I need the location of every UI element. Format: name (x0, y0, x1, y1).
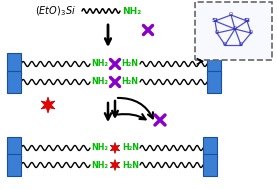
Text: Si: Si (212, 19, 218, 23)
Text: NH₂: NH₂ (122, 6, 141, 15)
Text: Si: Si (244, 19, 250, 23)
Text: NH₂: NH₂ (91, 77, 108, 87)
Text: H₂N: H₂N (122, 143, 139, 153)
Bar (207, 53, 221, 75)
Bar (195, 2, 272, 60)
Bar (7, 71, 21, 93)
Text: $(EtO)_3Si$: $(EtO)_3Si$ (35, 4, 75, 18)
Bar (207, 71, 221, 93)
Bar (203, 137, 217, 159)
Polygon shape (110, 160, 120, 170)
Text: NH₂: NH₂ (91, 143, 108, 153)
Text: O: O (239, 43, 243, 47)
Bar (7, 137, 21, 159)
Text: O: O (215, 30, 219, 36)
Text: O: O (229, 12, 233, 18)
Text: NH₂: NH₂ (91, 60, 108, 68)
Bar (7, 53, 21, 75)
Text: O: O (233, 26, 237, 32)
Polygon shape (41, 97, 55, 113)
Polygon shape (110, 143, 120, 153)
Text: H₂N: H₂N (122, 160, 139, 170)
Text: H₂N: H₂N (121, 60, 138, 68)
Bar (203, 154, 217, 176)
Text: O: O (223, 43, 227, 47)
Bar (7, 154, 21, 176)
Text: H₂N: H₂N (121, 77, 138, 87)
Text: O: O (249, 30, 253, 36)
Text: NH₂: NH₂ (91, 160, 108, 170)
